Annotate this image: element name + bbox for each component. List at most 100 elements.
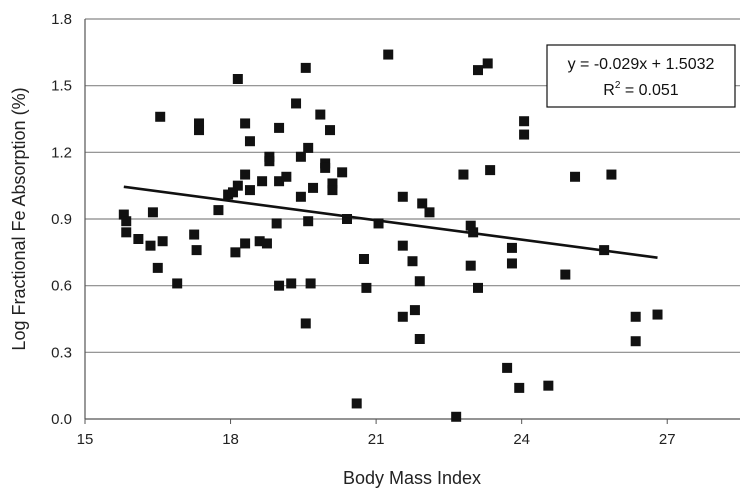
axes: [84, 19, 740, 424]
data-point: [145, 240, 156, 251]
data-point: [506, 242, 517, 253]
data-point: [337, 167, 348, 178]
data-point: [227, 187, 238, 198]
annotation-box: [546, 44, 736, 108]
y-tick-label: 0.0: [51, 411, 72, 428]
y-tick-label: 1.5: [51, 78, 72, 95]
r-squared-symbol: R: [603, 82, 615, 99]
data-point: [133, 234, 144, 244]
data-point: [327, 185, 338, 196]
data-point: [291, 98, 302, 109]
y-axis-title: Log Fractional Fe Absorption (%): [9, 87, 29, 350]
data-point: [482, 58, 493, 69]
data-point: [414, 334, 425, 344]
grid-layer: [85, 18, 740, 353]
data-point: [240, 238, 251, 249]
data-point: [397, 191, 408, 202]
data-point: [281, 171, 292, 182]
data-point: [327, 178, 338, 189]
y-tick-label: 0.3: [51, 344, 72, 361]
data-point: [118, 209, 129, 220]
data-point: [230, 247, 241, 258]
data-point: [264, 156, 275, 167]
data-point: [358, 254, 369, 264]
data-point: [519, 129, 530, 140]
data-point: [543, 380, 554, 391]
data-point: [473, 282, 483, 293]
x-tick-labels: 15 18 21 24 27: [77, 431, 676, 448]
data-point: [300, 318, 311, 329]
data-point: [295, 151, 306, 162]
data-point: [274, 122, 285, 133]
data-point: [189, 229, 200, 240]
data-point: [303, 142, 314, 153]
equation-annotation: y = -0.029x + 1.5032 R2 = 0.051: [546, 44, 736, 108]
data-point: [121, 216, 132, 227]
data-point: [315, 109, 326, 120]
data-point: [373, 218, 384, 229]
data-point: [409, 305, 420, 316]
data-point: [417, 198, 428, 209]
data-point: [232, 180, 243, 191]
data-point: [155, 111, 166, 122]
data-point: [157, 236, 168, 247]
data-point: [254, 236, 265, 247]
x-tick-label: 27: [659, 431, 676, 448]
y-tick-label: 0.6: [51, 278, 72, 295]
x-axis-title: Body Mass Index: [343, 468, 481, 488]
data-point: [383, 49, 394, 60]
y-tick-label: 0.9: [51, 211, 72, 228]
y-tick-label: 1.2: [51, 144, 72, 161]
data-point: [300, 62, 311, 73]
data-point: [194, 125, 205, 136]
data-point: [244, 185, 255, 196]
data-point: [295, 191, 306, 202]
data-point: [152, 262, 163, 273]
trendline-equation: y = -0.029x + 1.5032: [568, 56, 715, 73]
x-tick-label: 21: [368, 431, 385, 448]
data-point: [274, 280, 285, 291]
data-point: [240, 169, 251, 180]
data-point: [424, 207, 435, 218]
data-point: [652, 309, 663, 320]
data-point: [397, 311, 408, 322]
data-point: [240, 118, 251, 129]
data-point: [506, 258, 517, 269]
data-point: [274, 176, 285, 187]
r-squared-value: = 0.051: [620, 82, 678, 99]
data-point: [286, 278, 297, 289]
trendline: [123, 185, 658, 259]
data-point: [560, 269, 571, 280]
data-point: [308, 182, 319, 193]
data-point: [147, 207, 158, 218]
data-point: [303, 216, 314, 227]
r-squared-superscript: 2: [615, 80, 621, 91]
data-point: [261, 238, 272, 249]
data-point: [194, 118, 205, 129]
data-point: [514, 382, 525, 393]
data-point: [465, 260, 476, 271]
data-point: [305, 278, 316, 289]
y-tick-labels: 0.0 0.3 0.6 0.9 1.2 1.5 1.8: [51, 11, 72, 428]
data-point: [172, 278, 183, 289]
x-tick-label: 18: [222, 431, 239, 448]
data-point: [397, 240, 408, 251]
data-point: [257, 176, 268, 187]
data-point: [325, 125, 336, 136]
data-point: [570, 171, 581, 182]
data-point: [213, 205, 224, 216]
data-point: [473, 65, 483, 76]
data-point: [458, 169, 469, 180]
data-point: [244, 136, 255, 147]
data-point: [451, 411, 462, 422]
data-point: [271, 218, 282, 229]
data-point: [191, 245, 202, 256]
x-tick-label: 24: [513, 431, 530, 448]
data-point: [342, 214, 352, 224]
data-point: [519, 116, 530, 127]
data-point: [414, 276, 425, 287]
data-point: [606, 169, 617, 180]
x-tick-label: 15: [77, 431, 94, 448]
r-squared-label: R2 = 0.051: [603, 80, 679, 99]
